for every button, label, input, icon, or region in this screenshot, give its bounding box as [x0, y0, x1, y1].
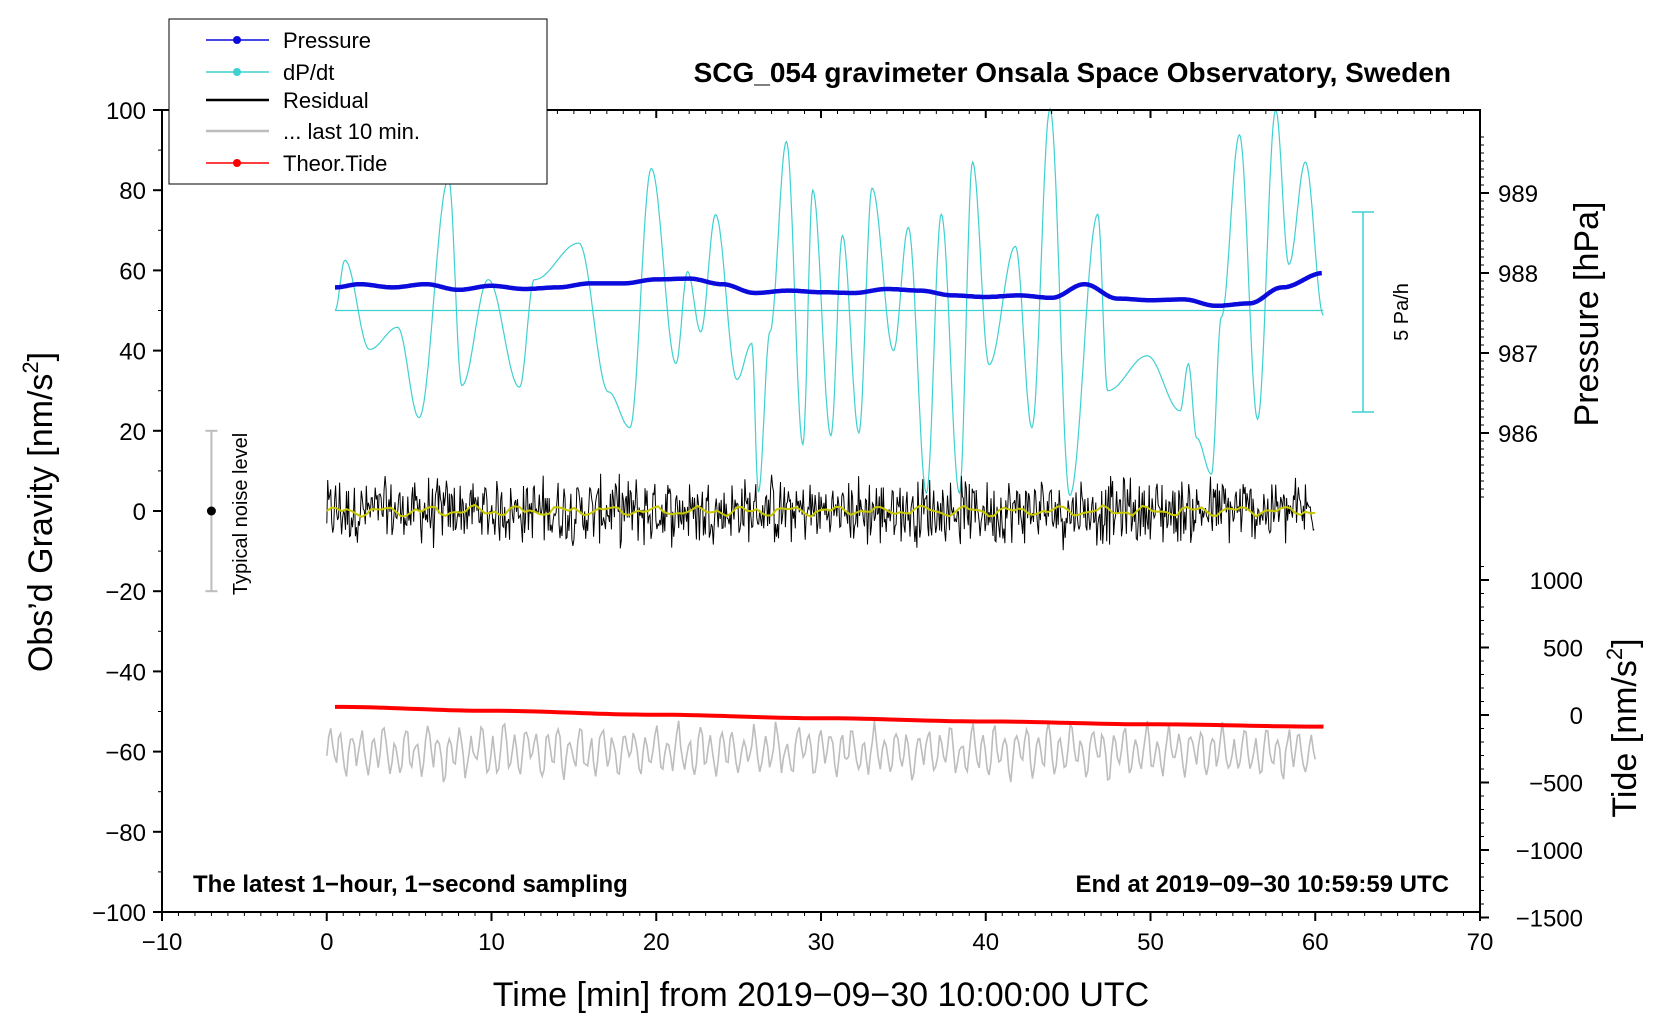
legend-entry-last10: ... last 10 min. — [206, 119, 420, 144]
svg-text:Theor.Tide: Theor.Tide — [283, 151, 387, 176]
legend-entry-dpdt: dP/dt — [206, 60, 334, 85]
series-residual — [326, 473, 1315, 551]
pressure-tick-label: 989 — [1498, 181, 1538, 208]
y-tick-label: 0 — [133, 499, 146, 526]
x-tick-label: 0 — [320, 929, 333, 956]
legend: Pressure dP/dt Residual ... last 10 min.… — [168, 18, 548, 185]
y-tick-label: −40 — [105, 659, 146, 686]
chart-title: SCG_054 gravimeter Onsala Space Observat… — [694, 57, 1451, 88]
x-tick-label: 10 — [478, 929, 505, 956]
pressure-axis: 989 988 987 986 — [1480, 136, 1538, 498]
pressure-tick-label: 986 — [1498, 421, 1538, 448]
pressure-tick-label: 988 — [1498, 261, 1538, 288]
y-tick-label: 100 — [106, 98, 146, 125]
tide-axis-title-sup: 2 — [1602, 648, 1627, 660]
tide-tick-label: 500 — [1543, 636, 1583, 663]
x-tick-label: 50 — [1137, 929, 1164, 956]
y-tick-label: −80 — [105, 820, 146, 847]
series-residual-smoothed — [326, 503, 1316, 519]
series-last-10-min — [326, 720, 1316, 783]
rate-scale-bar — [1352, 211, 1374, 413]
noise-bar-center — [206, 506, 216, 516]
legend-entry-pressure: Pressure — [206, 28, 371, 53]
x-tick-label: −10 — [142, 929, 183, 956]
legend-marker-dpdt — [233, 68, 241, 76]
x-tick-label: 60 — [1302, 929, 1329, 956]
pressure-axis-title: Pressure [hPa] — [1568, 202, 1606, 427]
note-latest-hour: The latest 1−hour, 1−second sampling — [193, 871, 628, 898]
y-tick-label: 60 — [119, 258, 146, 285]
y-tick-label: −20 — [105, 579, 146, 606]
legend-marker-pressure — [233, 36, 241, 44]
y-tick-label: 80 — [119, 178, 146, 205]
tide-tick-label: 0 — [1570, 703, 1583, 730]
x-tick-label: 30 — [808, 929, 835, 956]
y-tick-label: 40 — [119, 339, 146, 366]
x-tick-label: 70 — [1467, 929, 1494, 956]
x-axis: −10 0 10 20 30 40 50 60 70 — [142, 110, 1494, 956]
x-axis-title: Time [min] from 2019−09−30 10:00:00 UTC — [493, 976, 1149, 1014]
svg-text:Pressure: Pressure — [283, 28, 371, 53]
noise-level-label: Typical noise level — [230, 433, 252, 595]
x-tick-label: 40 — [972, 929, 999, 956]
rate-scale-label: 5 Pa/h — [1391, 283, 1413, 341]
tide-tick-label: −1500 — [1516, 906, 1583, 933]
y-axis: 100 80 60 40 20 0 −20 −40 −60 −80 −100 — [92, 98, 162, 927]
series-pressure — [334, 270, 1323, 309]
svg-text:... last 10 min.: ... last 10 min. — [283, 119, 420, 144]
pressure-tick-label: 987 — [1498, 341, 1538, 368]
note-end-time: End at 2019−09−30 10:59:59 UTC — [1075, 871, 1449, 898]
series-dpdt — [334, 107, 1324, 497]
noise-level-indicator — [205, 429, 218, 593]
series-theor-tide — [335, 704, 1324, 729]
legend-entry-tide: Theor.Tide — [206, 151, 387, 176]
series-layer — [326, 107, 1324, 783]
tide-axis-title: Tide [nm/s2] — [1602, 638, 1644, 817]
tide-axis: 1000 500 0 −500 −1000 −1500 — [1480, 566, 1583, 933]
y-tick-label: −100 — [92, 900, 146, 927]
svg-text:Residual: Residual — [283, 88, 369, 113]
y-axis-title: Obs’d Gravity [nm/s2] — [18, 352, 60, 672]
tide-tick-label: 1000 — [1530, 568, 1583, 595]
y-tick-label: 20 — [119, 419, 146, 446]
legend-entry-residual: Residual — [206, 88, 369, 113]
legend-marker-tide — [233, 159, 241, 167]
tide-tick-label: −500 — [1529, 771, 1583, 798]
tide-tick-label: −1000 — [1516, 838, 1583, 865]
x-tick-label: 20 — [643, 929, 670, 956]
svg-text:dP/dt: dP/dt — [283, 60, 334, 85]
y-tick-label: −60 — [105, 740, 146, 767]
y-axis-title-sup: 2 — [18, 361, 43, 373]
